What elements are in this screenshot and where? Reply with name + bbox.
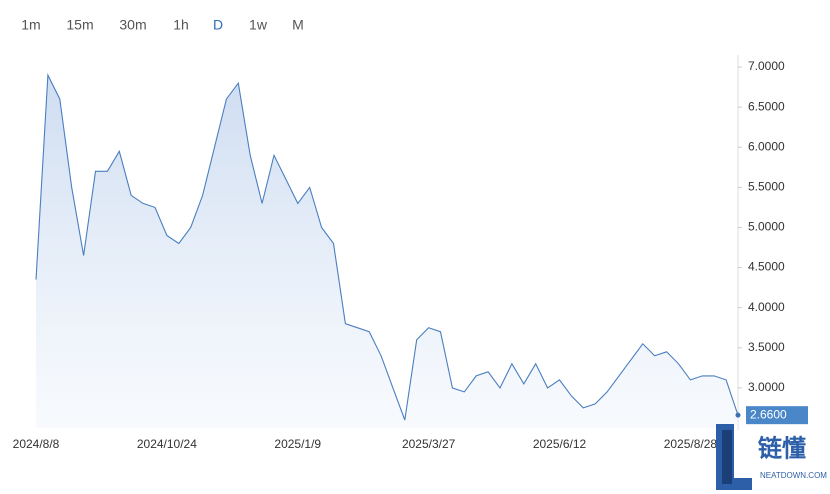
area-fill bbox=[36, 75, 738, 428]
watermark-text: 链懂 bbox=[758, 434, 806, 462]
last-price-dot bbox=[735, 412, 741, 418]
logo-mark bbox=[716, 424, 752, 490]
interval-button[interactable]: 1w bbox=[249, 17, 268, 33]
y-tick-label: 7.0000 bbox=[748, 59, 785, 73]
y-tick-label: 4.5000 bbox=[748, 260, 785, 274]
y-tick-label: 5.0000 bbox=[748, 220, 785, 234]
interval-button[interactable]: 15m bbox=[66, 17, 93, 33]
price-line bbox=[35, 72, 739, 421]
x-tick-label: 2024/8/8 bbox=[13, 437, 60, 451]
interval-button[interactable]: 1h bbox=[173, 17, 189, 33]
watermark: 链懂 NEATDOWN.COM bbox=[716, 424, 827, 490]
x-tick-label: 2025/6/12 bbox=[533, 437, 587, 451]
interval-button[interactable]: 1m bbox=[21, 17, 40, 33]
y-tick-label: 4.0000 bbox=[748, 300, 785, 314]
y-tick-label: 6.5000 bbox=[748, 99, 785, 113]
y-tick-label: 6.0000 bbox=[748, 139, 785, 153]
watermark-sub: NEATDOWN.COM bbox=[760, 471, 827, 480]
interval-button[interactable]: 30m bbox=[119, 17, 146, 33]
y-tick-label: 3.0000 bbox=[748, 380, 785, 394]
interval-button[interactable]: M bbox=[292, 17, 304, 33]
last-price-box bbox=[746, 406, 808, 425]
interval-button[interactable]: D bbox=[213, 17, 223, 33]
x-tick-label: 2025/1/9 bbox=[274, 437, 321, 451]
y-tick-label: 5.5000 bbox=[748, 180, 785, 194]
y-tick-label: 3.5000 bbox=[748, 340, 785, 354]
x-tick-label: 2024/10/24 bbox=[137, 437, 197, 451]
x-tick-label: 2025/8/28 bbox=[664, 437, 718, 451]
logo-accent bbox=[722, 430, 732, 484]
last-price-label: 2.6600 bbox=[750, 407, 787, 421]
x-tick-label: 2025/3/27 bbox=[402, 437, 456, 451]
